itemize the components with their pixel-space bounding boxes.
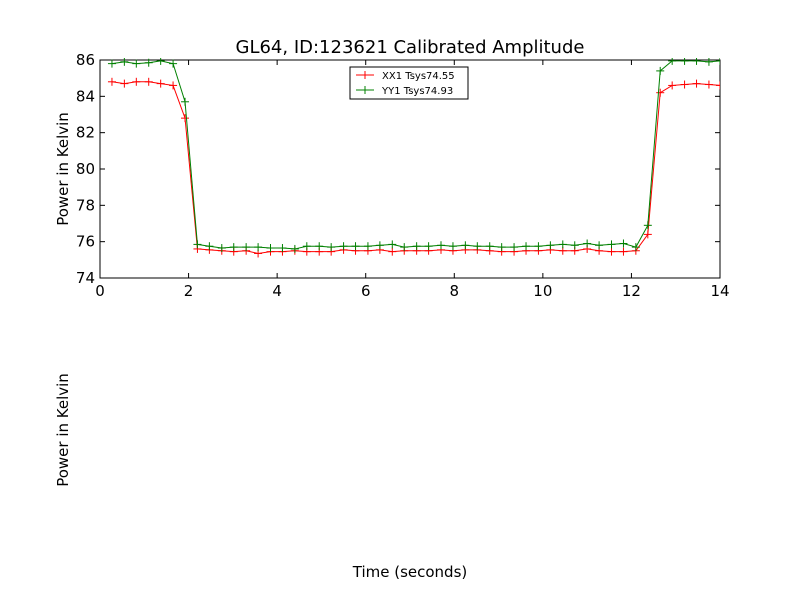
data-point bbox=[546, 241, 555, 250]
data-point bbox=[375, 241, 384, 250]
data-point bbox=[144, 77, 153, 86]
data-point bbox=[704, 80, 713, 89]
data-point bbox=[302, 242, 311, 251]
data-point bbox=[704, 58, 713, 66]
data-point bbox=[217, 244, 226, 253]
x-tick-label: 2 bbox=[184, 282, 194, 300]
data-point bbox=[156, 58, 165, 65]
data-point bbox=[388, 240, 397, 249]
data-point bbox=[656, 88, 665, 97]
x-tick-label: 4 bbox=[272, 282, 282, 300]
y-axis-label: Power in Kelvin bbox=[54, 373, 72, 487]
data-point bbox=[680, 58, 689, 65]
data-point bbox=[692, 79, 701, 88]
y-tick-label: 76 bbox=[76, 233, 95, 251]
data-point bbox=[120, 79, 129, 88]
data-point bbox=[424, 242, 433, 251]
y-axis-label: Power in Kelvin bbox=[54, 112, 72, 226]
series-1 bbox=[107, 77, 720, 258]
data-point bbox=[558, 240, 567, 249]
data-point bbox=[716, 81, 720, 90]
legend-item: XX1 Tsys74.55 bbox=[356, 71, 455, 82]
data-point bbox=[400, 243, 409, 252]
data-point bbox=[181, 114, 190, 123]
data-point bbox=[522, 242, 531, 251]
data-point bbox=[351, 242, 360, 251]
legend: XX1 Tsys74.55 YY1 Tsys74.93 bbox=[349, 66, 469, 100]
data-point bbox=[631, 243, 640, 252]
data-point bbox=[193, 240, 202, 249]
data-point bbox=[132, 77, 141, 86]
x-tick-label: 12 bbox=[622, 282, 641, 300]
x-tick-label: 10 bbox=[533, 282, 552, 300]
data-point bbox=[339, 242, 348, 251]
data-point bbox=[461, 241, 470, 250]
data-point bbox=[363, 242, 372, 251]
x-tick-label: 6 bbox=[361, 282, 371, 300]
data-point bbox=[144, 58, 153, 67]
data-point bbox=[229, 243, 238, 252]
data-point bbox=[132, 59, 141, 68]
data-point bbox=[205, 242, 214, 251]
data-point bbox=[607, 247, 616, 256]
data-point bbox=[242, 243, 251, 252]
data-point bbox=[412, 242, 421, 251]
y-tick-label: 86 bbox=[76, 51, 95, 69]
data-point bbox=[643, 230, 652, 239]
y-tick-label: 82 bbox=[76, 124, 95, 142]
data-point bbox=[595, 241, 604, 250]
data-point bbox=[254, 243, 263, 252]
data-point bbox=[716, 58, 720, 65]
y-tick-label: 74 bbox=[76, 269, 95, 287]
data-point bbox=[473, 242, 482, 251]
legend-item: YY1 Tsys74.93 bbox=[356, 86, 453, 97]
data-point bbox=[327, 243, 336, 252]
data-point bbox=[169, 59, 178, 68]
series-2 bbox=[107, 58, 720, 253]
x-tick-label: 14 bbox=[710, 282, 729, 300]
data-point bbox=[437, 241, 445, 250]
legend-box bbox=[349, 66, 469, 100]
x-tick-label: 8 bbox=[450, 282, 460, 300]
y-tick-label: 80 bbox=[76, 160, 95, 178]
data-point bbox=[485, 242, 494, 251]
data-point bbox=[534, 242, 543, 251]
y-tick-label: 78 bbox=[76, 196, 95, 214]
series-line bbox=[111, 81, 720, 254]
data-point bbox=[388, 247, 397, 256]
data-point bbox=[656, 66, 665, 75]
data-point bbox=[692, 58, 701, 65]
data-point bbox=[107, 59, 116, 68]
data-point bbox=[107, 77, 116, 86]
data-point bbox=[619, 239, 628, 248]
data-point bbox=[266, 244, 275, 253]
data-point bbox=[290, 244, 299, 253]
x-tick-label: 0 bbox=[95, 282, 105, 300]
data-point bbox=[668, 81, 677, 90]
legend-label: YY1 Tsys74.93 bbox=[381, 86, 453, 97]
data-point bbox=[120, 58, 129, 66]
chart-2: Power in Kelvin Time (seconds) bbox=[54, 373, 467, 581]
data-point bbox=[570, 241, 579, 250]
data-point bbox=[643, 221, 652, 230]
data-point bbox=[315, 242, 324, 251]
data-point bbox=[497, 243, 506, 252]
x-axis-label: Time (seconds) bbox=[352, 563, 468, 581]
data-point bbox=[278, 244, 287, 253]
data-point bbox=[181, 97, 190, 106]
data-point bbox=[619, 247, 628, 256]
data-point bbox=[169, 81, 178, 90]
y-tick-label: 84 bbox=[76, 87, 95, 105]
data-point bbox=[668, 58, 677, 65]
legend-label: XX1 Tsys74.55 bbox=[382, 71, 455, 82]
data-point bbox=[448, 242, 457, 251]
data-point bbox=[156, 79, 165, 88]
chart-title: GL64, ID:123621 Calibrated Amplitude0246… bbox=[236, 37, 585, 58]
data-point bbox=[680, 80, 689, 89]
data-point bbox=[583, 239, 592, 248]
data-point bbox=[510, 243, 519, 252]
chart-1: GL64, ID:123621 Calibrated Amplitude0246… bbox=[54, 37, 730, 300]
data-point bbox=[607, 240, 616, 249]
